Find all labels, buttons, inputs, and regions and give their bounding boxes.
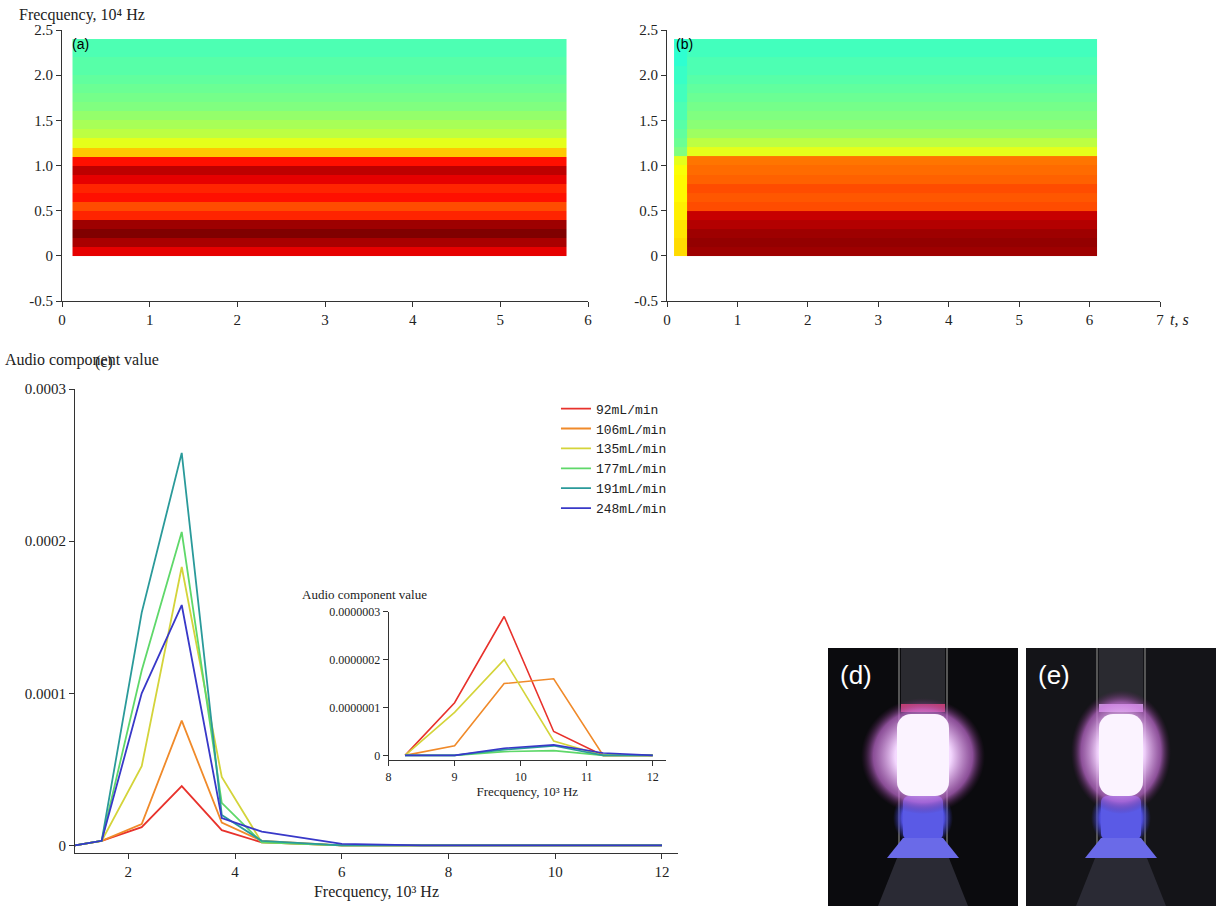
svg-text:1.0: 1.0: [34, 158, 53, 174]
svg-text:4: 4: [409, 312, 417, 328]
svg-text:0: 0: [374, 749, 380, 763]
svg-text:t, s: t, s: [1170, 311, 1189, 328]
svg-text:92mL/min: 92mL/min: [596, 403, 658, 418]
svg-text:0.0003: 0.0003: [25, 381, 66, 397]
svg-text:1.0: 1.0: [639, 158, 658, 174]
svg-text:12: 12: [654, 864, 669, 880]
svg-text:0.0002: 0.0002: [25, 533, 66, 549]
svg-text:2: 2: [234, 312, 242, 328]
svg-text:Frecquency, 10⁴ Hz: Frecquency, 10⁴ Hz: [19, 6, 145, 24]
svg-text:191mL/min: 191mL/min: [596, 482, 666, 497]
svg-text:2: 2: [804, 312, 812, 328]
svg-text:2.0: 2.0: [639, 67, 658, 83]
svg-text:(b): (b): [676, 36, 693, 52]
svg-text:0.5: 0.5: [639, 203, 658, 219]
svg-text:2.5: 2.5: [639, 22, 658, 38]
svg-text:(d): (d): [840, 660, 872, 690]
svg-text:177mL/min: 177mL/min: [596, 462, 666, 477]
svg-text:2: 2: [125, 864, 133, 880]
svg-text:2.5: 2.5: [34, 22, 53, 38]
svg-text:4: 4: [945, 312, 953, 328]
svg-text:12: 12: [647, 770, 659, 784]
svg-text:7: 7: [1156, 312, 1164, 328]
svg-text:11: 11: [581, 770, 593, 784]
svg-text:5: 5: [1015, 312, 1023, 328]
svg-text:2.0: 2.0: [34, 67, 53, 83]
svg-text:4: 4: [231, 864, 239, 880]
svg-text:Frecquency, 10³ Hz: Frecquency, 10³ Hz: [476, 784, 578, 799]
svg-text:1: 1: [146, 312, 154, 328]
svg-text:0: 0: [651, 248, 659, 264]
svg-text:10: 10: [515, 770, 527, 784]
svg-text:Audio component value: Audio component value: [5, 351, 159, 369]
svg-text:9: 9: [452, 770, 458, 784]
svg-text:1.5: 1.5: [639, 113, 658, 129]
svg-text:5: 5: [497, 312, 505, 328]
svg-text:6: 6: [1086, 312, 1094, 328]
svg-text:1: 1: [734, 312, 742, 328]
svg-text:0.0001: 0.0001: [25, 686, 66, 702]
svg-text:(a): (a): [72, 36, 89, 52]
svg-text:3: 3: [875, 312, 883, 328]
svg-text:0: 0: [663, 312, 671, 328]
svg-text:0.0000001: 0.0000001: [329, 701, 380, 715]
svg-text:8: 8: [386, 770, 392, 784]
svg-text:0: 0: [59, 838, 67, 854]
svg-text:106mL/min: 106mL/min: [596, 423, 666, 438]
svg-text:-0.5: -0.5: [29, 293, 53, 309]
svg-text:3: 3: [321, 312, 329, 328]
svg-text:0.0000003: 0.0000003: [329, 605, 380, 619]
svg-text:248mL/min: 248mL/min: [596, 502, 666, 517]
svg-text:Audio component value: Audio component value: [302, 587, 427, 602]
svg-text:0.0000002: 0.0000002: [329, 653, 380, 667]
svg-text:6: 6: [584, 312, 592, 328]
svg-text:Frecquency, 10³ Hz: Frecquency, 10³ Hz: [314, 883, 439, 901]
svg-text:10: 10: [548, 864, 563, 880]
svg-text:-0.5: -0.5: [634, 293, 658, 309]
svg-text:135mL/min: 135mL/min: [596, 442, 666, 457]
svg-text:0.5: 0.5: [34, 203, 53, 219]
svg-text:1.5: 1.5: [34, 113, 53, 129]
svg-text:(e): (e): [1038, 660, 1070, 690]
svg-text:8: 8: [445, 864, 453, 880]
svg-text:0: 0: [58, 312, 66, 328]
svg-text:6: 6: [338, 864, 346, 880]
svg-text:0: 0: [46, 248, 54, 264]
svg-text:(c): (c): [95, 353, 113, 371]
